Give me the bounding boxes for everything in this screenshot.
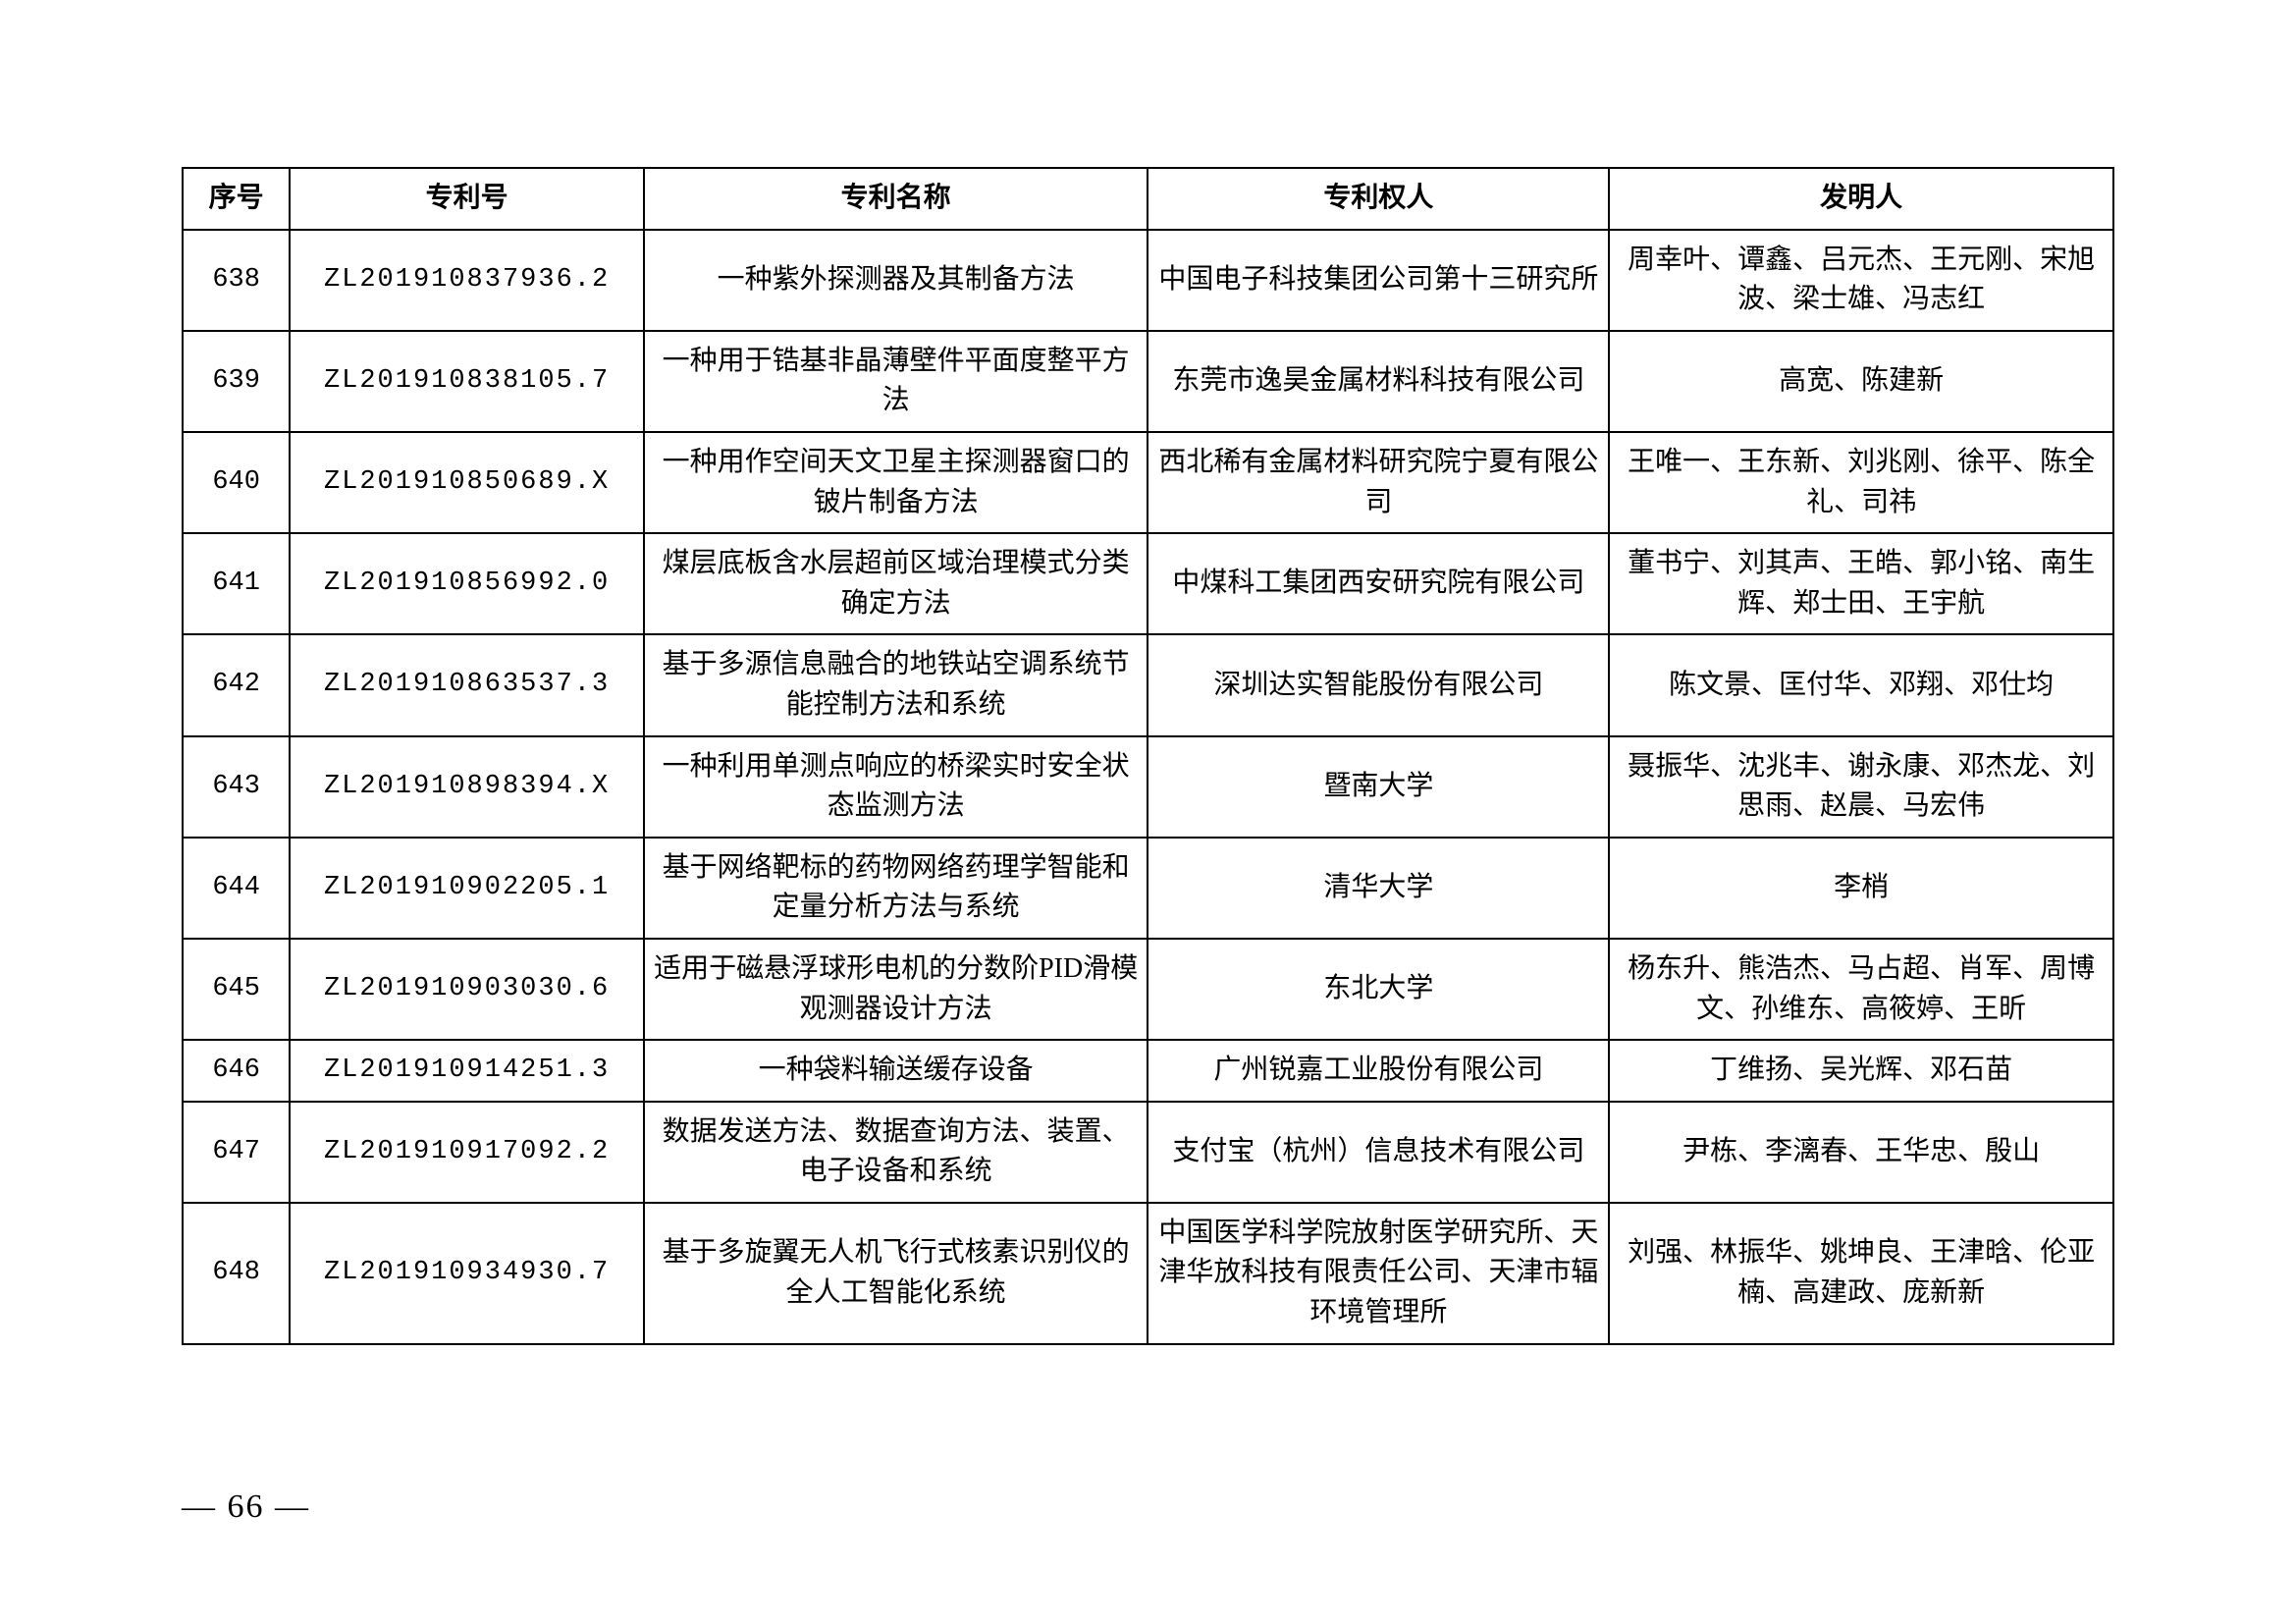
cell-owner: 中国医学科学院放射医学研究所、天津华放科技有限责任公司、天津市辐环境管理所 bbox=[1148, 1203, 1609, 1344]
cell-owner: 中煤科工集团西安研究院有限公司 bbox=[1148, 533, 1609, 634]
cell-inventor: 李梢 bbox=[1609, 838, 2113, 939]
table-row: 643ZL201910898394.X一种利用单测点响应的桥梁实时安全状态监测方… bbox=[183, 736, 2113, 838]
cell-inventor: 聂振华、沈兆丰、谢永康、邓杰龙、刘思雨、赵晨、马宏伟 bbox=[1609, 736, 2113, 838]
cell-index: 641 bbox=[183, 533, 290, 634]
cell-owner: 支付宝（杭州）信息技术有限公司 bbox=[1148, 1102, 1609, 1203]
cell-patent-name: 一种用于锆基非晶薄壁件平面度整平方法 bbox=[644, 331, 1148, 432]
cell-index: 639 bbox=[183, 331, 290, 432]
cell-patent-no: ZL201910914251.3 bbox=[290, 1040, 644, 1102]
cell-inventor: 丁维扬、吴光辉、邓石苗 bbox=[1609, 1040, 2113, 1102]
cell-patent-no: ZL201910902205.1 bbox=[290, 838, 644, 939]
cell-index: 638 bbox=[183, 230, 290, 331]
table-row: 644ZL201910902205.1基于网络靶标的药物网络药理学智能和定量分析… bbox=[183, 838, 2113, 939]
cell-owner: 清华大学 bbox=[1148, 838, 1609, 939]
cell-inventor: 刘强、林振华、姚坤良、王津晗、伦亚楠、高建政、庞新新 bbox=[1609, 1203, 2113, 1344]
cell-patent-no: ZL201910863537.3 bbox=[290, 634, 644, 735]
col-header-patent-no: 专利号 bbox=[290, 168, 644, 230]
cell-patent-no: ZL201910856992.0 bbox=[290, 533, 644, 634]
page-number: — 66 — bbox=[182, 1489, 310, 1526]
cell-index: 646 bbox=[183, 1040, 290, 1102]
cell-owner: 广州锐嘉工业股份有限公司 bbox=[1148, 1040, 1609, 1102]
cell-index: 647 bbox=[183, 1102, 290, 1203]
cell-owner: 东北大学 bbox=[1148, 939, 1609, 1040]
cell-patent-name: 煤层底板含水层超前区域治理模式分类确定方法 bbox=[644, 533, 1148, 634]
cell-inventor: 尹栋、李漓春、王华忠、殷山 bbox=[1609, 1102, 2113, 1203]
cell-index: 643 bbox=[183, 736, 290, 838]
cell-patent-name: 基于多源信息融合的地铁站空调系统节能控制方法和系统 bbox=[644, 634, 1148, 735]
cell-patent-no: ZL201910917092.2 bbox=[290, 1102, 644, 1203]
cell-patent-no: ZL201910903030.6 bbox=[290, 939, 644, 1040]
cell-patent-no: ZL201910850689.X bbox=[290, 432, 644, 533]
cell-inventor: 董书宁、刘其声、王皓、郭小铭、南生辉、郑士田、王宇航 bbox=[1609, 533, 2113, 634]
col-header-patent-name: 专利名称 bbox=[644, 168, 1148, 230]
cell-owner: 暨南大学 bbox=[1148, 736, 1609, 838]
document-page: 序号 专利号 专利名称 专利权人 发明人 638ZL201910837936.2… bbox=[0, 0, 2296, 1624]
cell-index: 645 bbox=[183, 939, 290, 1040]
col-header-owner: 专利权人 bbox=[1148, 168, 1609, 230]
cell-index: 648 bbox=[183, 1203, 290, 1344]
cell-patent-name: 适用于磁悬浮球形电机的分数阶PID滑模观测器设计方法 bbox=[644, 939, 1148, 1040]
patent-table: 序号 专利号 专利名称 专利权人 发明人 638ZL201910837936.2… bbox=[182, 167, 2114, 1345]
cell-patent-name: 数据发送方法、数据查询方法、装置、电子设备和系统 bbox=[644, 1102, 1148, 1203]
table-row: 639ZL201910838105.7一种用于锆基非晶薄壁件平面度整平方法东莞市… bbox=[183, 331, 2113, 432]
table-row: 646ZL201910914251.3一种袋料输送缓存设备广州锐嘉工业股份有限公… bbox=[183, 1040, 2113, 1102]
cell-inventor: 陈文景、匡付华、邓翔、邓仕均 bbox=[1609, 634, 2113, 735]
table-row: 645ZL201910903030.6适用于磁悬浮球形电机的分数阶PID滑模观测… bbox=[183, 939, 2113, 1040]
cell-owner: 中国电子科技集团公司第十三研究所 bbox=[1148, 230, 1609, 331]
cell-inventor: 杨东升、熊浩杰、马占超、肖军、周博文、孙维东、高筱婷、王昕 bbox=[1609, 939, 2113, 1040]
cell-index: 642 bbox=[183, 634, 290, 735]
cell-patent-no: ZL201910838105.7 bbox=[290, 331, 644, 432]
cell-owner: 西北稀有金属材料研究院宁夏有限公司 bbox=[1148, 432, 1609, 533]
cell-patent-name: 一种用作空间天文卫星主探测器窗口的铍片制备方法 bbox=[644, 432, 1148, 533]
cell-patent-name: 一种紫外探测器及其制备方法 bbox=[644, 230, 1148, 331]
cell-owner: 东莞市逸昊金属材料科技有限公司 bbox=[1148, 331, 1609, 432]
cell-index: 644 bbox=[183, 838, 290, 939]
table-row: 640ZL201910850689.X一种用作空间天文卫星主探测器窗口的铍片制备… bbox=[183, 432, 2113, 533]
table-body: 638ZL201910837936.2一种紫外探测器及其制备方法中国电子科技集团… bbox=[183, 230, 2113, 1344]
cell-inventor: 王唯一、王东新、刘兆刚、徐平、陈全礼、司祎 bbox=[1609, 432, 2113, 533]
table-row: 641ZL201910856992.0煤层底板含水层超前区域治理模式分类确定方法… bbox=[183, 533, 2113, 634]
table-row: 638ZL201910837936.2一种紫外探测器及其制备方法中国电子科技集团… bbox=[183, 230, 2113, 331]
cell-patent-no: ZL201910898394.X bbox=[290, 736, 644, 838]
cell-patent-name: 基于网络靶标的药物网络药理学智能和定量分析方法与系统 bbox=[644, 838, 1148, 939]
cell-patent-name: 一种袋料输送缓存设备 bbox=[644, 1040, 1148, 1102]
table-row: 648ZL201910934930.7基于多旋翼无人机飞行式核素识别仪的全人工智… bbox=[183, 1203, 2113, 1344]
cell-patent-no: ZL201910934930.7 bbox=[290, 1203, 644, 1344]
table-row: 647ZL201910917092.2数据发送方法、数据查询方法、装置、电子设备… bbox=[183, 1102, 2113, 1203]
col-header-inventor: 发明人 bbox=[1609, 168, 2113, 230]
col-header-index: 序号 bbox=[183, 168, 290, 230]
cell-owner: 深圳达实智能股份有限公司 bbox=[1148, 634, 1609, 735]
table-header: 序号 专利号 专利名称 专利权人 发明人 bbox=[183, 168, 2113, 230]
cell-inventor: 高宽、陈建新 bbox=[1609, 331, 2113, 432]
cell-patent-name: 一种利用单测点响应的桥梁实时安全状态监测方法 bbox=[644, 736, 1148, 838]
cell-index: 640 bbox=[183, 432, 290, 533]
cell-patent-no: ZL201910837936.2 bbox=[290, 230, 644, 331]
cell-patent-name: 基于多旋翼无人机飞行式核素识别仪的全人工智能化系统 bbox=[644, 1203, 1148, 1344]
cell-inventor: 周幸叶、谭鑫、吕元杰、王元刚、宋旭波、梁士雄、冯志红 bbox=[1609, 230, 2113, 331]
table-row: 642ZL201910863537.3基于多源信息融合的地铁站空调系统节能控制方… bbox=[183, 634, 2113, 735]
